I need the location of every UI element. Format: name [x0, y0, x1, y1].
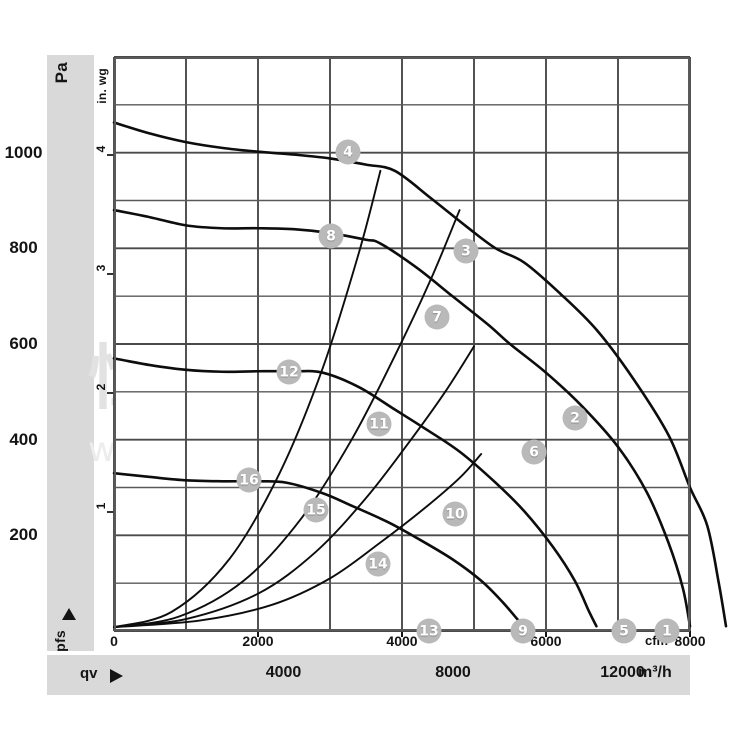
x-tick-cfm-0: 0: [110, 633, 118, 649]
y-tick-pa-400: 400: [9, 429, 38, 449]
x-tick-cfm-8000: 8000: [674, 633, 706, 649]
operating-point-marker-8[interactable]: 8: [318, 223, 344, 249]
grid-layer: [113, 56, 691, 632]
bottom-unit-panel: [47, 655, 690, 695]
x-axis-label-qv: qv: [80, 665, 98, 682]
x-tick-cfm-6000: 6000: [530, 633, 562, 649]
y-tick-pa-200: 200: [9, 525, 38, 545]
y-tick-inwg-1: 1: [94, 502, 108, 510]
y-tick-pa-1000: 1000: [4, 142, 43, 162]
fan-curve-4: [112, 471, 526, 628]
qv-arrow-icon: [110, 669, 123, 683]
x-tick-cfm-2000: 2000: [242, 633, 274, 649]
operating-point-marker-11[interactable]: 11: [366, 411, 392, 437]
y-tick-inwg-4: 4: [94, 145, 108, 153]
system-line-A: [113, 169, 382, 629]
y-tick-pa-800: 800: [9, 238, 38, 258]
operating-point-marker-10[interactable]: 10: [442, 501, 468, 527]
y-tickmark-inwg-1: [107, 510, 114, 513]
operating-point-marker-15[interactable]: 15: [303, 497, 329, 523]
y-tick-pa-600: 600: [9, 334, 38, 353]
fan-curve-1: [112, 121, 728, 628]
x-tickmark-cfm-2000: [257, 631, 259, 637]
x-tickmark-cfm-4000: [401, 631, 403, 637]
plot-area: 1 2 3 4 5 6 7 8 9 10 11 12 13 14 15 16: [112, 56, 728, 644]
system-line-D: [113, 453, 483, 629]
x-tick-cfm-4000: 4000: [386, 633, 418, 649]
operating-point-marker-1[interactable]: 1: [654, 618, 680, 644]
x-axis-unit-m3h: m³/h: [638, 664, 672, 681]
y-tickmark-inwg-2: [107, 391, 114, 394]
curve-layer: [112, 121, 728, 629]
operating-point-marker-4[interactable]: 4: [335, 139, 361, 165]
y-tickmark-inwg-4: [107, 153, 114, 156]
system-line-C: [113, 345, 475, 629]
pfs-arrow-icon: [62, 608, 76, 620]
operating-point-marker-14[interactable]: 14: [365, 551, 391, 577]
y-tick-inwg-3: 3: [94, 264, 108, 272]
operating-point-marker-5[interactable]: 5: [611, 618, 637, 644]
x-tickmark-cfm-6000: [545, 631, 547, 637]
operating-point-marker-16[interactable]: 16: [236, 467, 262, 493]
system-line-B: [113, 209, 461, 629]
operating-point-marker-12[interactable]: 12: [276, 359, 302, 385]
x-tick-m3h-8000: 8000: [435, 664, 471, 681]
x-tick-m3h-4000: 4000: [265, 664, 302, 681]
operating-point-marker-9[interactable]: 9: [510, 618, 536, 644]
operating-point-marker-7[interactable]: 7: [424, 304, 450, 330]
operating-point-marker-13[interactable]: 13: [416, 618, 442, 644]
y-axis-unit-inwg: in. wg: [95, 68, 109, 104]
fan-curve-2: [112, 208, 692, 628]
operating-point-marker-6[interactable]: 6: [521, 439, 547, 465]
x-tickmark-cfm-8000: [689, 631, 691, 637]
y-tick-inwg-2: 2: [94, 383, 108, 391]
fan-curve-3: [112, 357, 598, 628]
x-tick-m3h-12000: 12000: [600, 664, 645, 681]
y-axis-unit-pa: Pa: [52, 62, 71, 84]
plot-border: [114, 57, 690, 631]
y-axis-label-pfs: pfs: [52, 630, 68, 652]
operating-point-marker-3[interactable]: 3: [453, 238, 479, 264]
y-tickmark-inwg-3: [107, 272, 114, 275]
left-unit-panel: [47, 55, 94, 651]
operating-point-marker-2[interactable]: 2: [562, 405, 588, 431]
